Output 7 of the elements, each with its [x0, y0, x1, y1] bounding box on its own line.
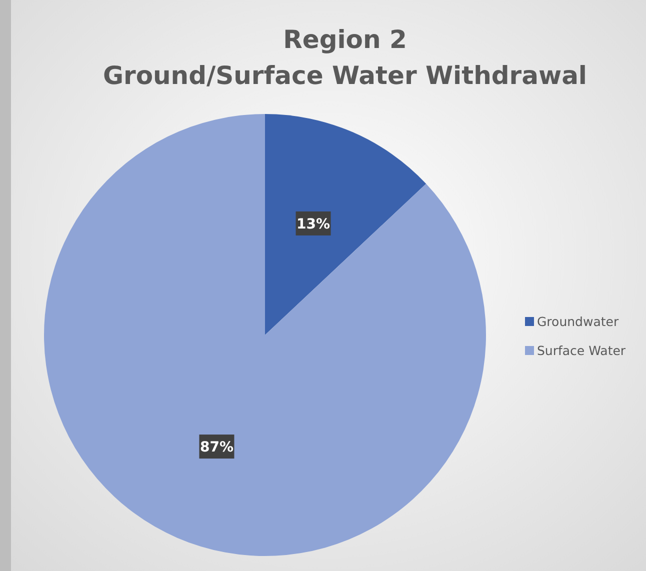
legend-label: Surface Water	[537, 343, 626, 358]
legend-label: Groundwater	[537, 314, 620, 329]
chart-title: Region 2 Ground/Surface Water Withdrawal	[102, 25, 588, 90]
pie-slice	[44, 114, 486, 556]
pie-slice	[265, 114, 426, 335]
data-label: 87%	[200, 440, 234, 456]
data-label: 13%	[296, 216, 330, 232]
